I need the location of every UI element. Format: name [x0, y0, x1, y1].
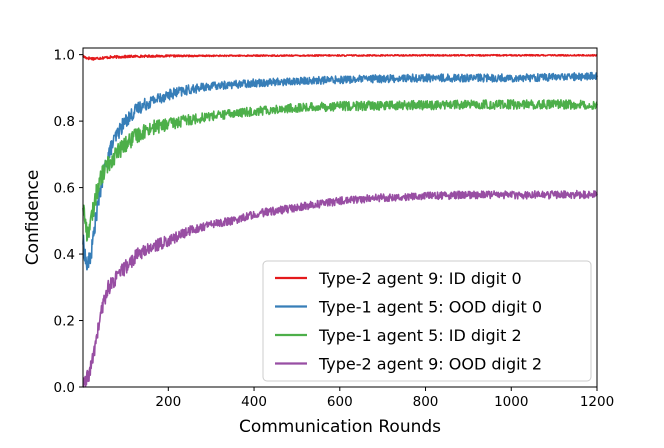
series-line [82, 53, 598, 61]
x-tick-label: 1200 [580, 394, 614, 410]
x-tick-label: 800 [413, 394, 439, 410]
x-tick-label: 600 [327, 394, 353, 410]
x-axis-ticks: 200 400 600 800 1000 1200 [155, 387, 614, 410]
y-tick-label: 0.8 [54, 114, 75, 130]
series-layer [82, 53, 598, 388]
y-tick-label: 0.6 [54, 181, 75, 197]
y-axis-ticks: 0.0 0.2 0.4 0.6 0.8 1.0 [54, 48, 83, 396]
y-axis-label: Confidence [23, 170, 43, 266]
legend-label: Type-1 agent 5: ID digit 2 [318, 326, 522, 345]
x-tick-label: 400 [241, 394, 267, 410]
x-axis-label: Communication Rounds [239, 417, 441, 437]
x-tick-label: 1000 [494, 394, 528, 410]
y-tick-label: 0.4 [54, 247, 75, 263]
series-line [82, 99, 598, 242]
legend-label: Type-2 agent 9: ID digit 0 [318, 269, 522, 288]
legend-box [262, 260, 592, 382]
series-line [82, 71, 598, 271]
legend-label: Type-1 agent 5: OOD digit 0 [318, 298, 542, 317]
x-tick-label: 200 [155, 394, 181, 410]
series-line [82, 189, 598, 388]
y-tick-label: 1.0 [54, 48, 75, 64]
legend: Type-2 agent 9: ID digit 0 Type-1 agent 5… [262, 260, 592, 382]
y-tick-label: 0.0 [54, 380, 75, 396]
y-tick-label: 0.2 [54, 314, 75, 330]
legend-label: Type-2 agent 9: OOD digit 2 [318, 355, 542, 374]
